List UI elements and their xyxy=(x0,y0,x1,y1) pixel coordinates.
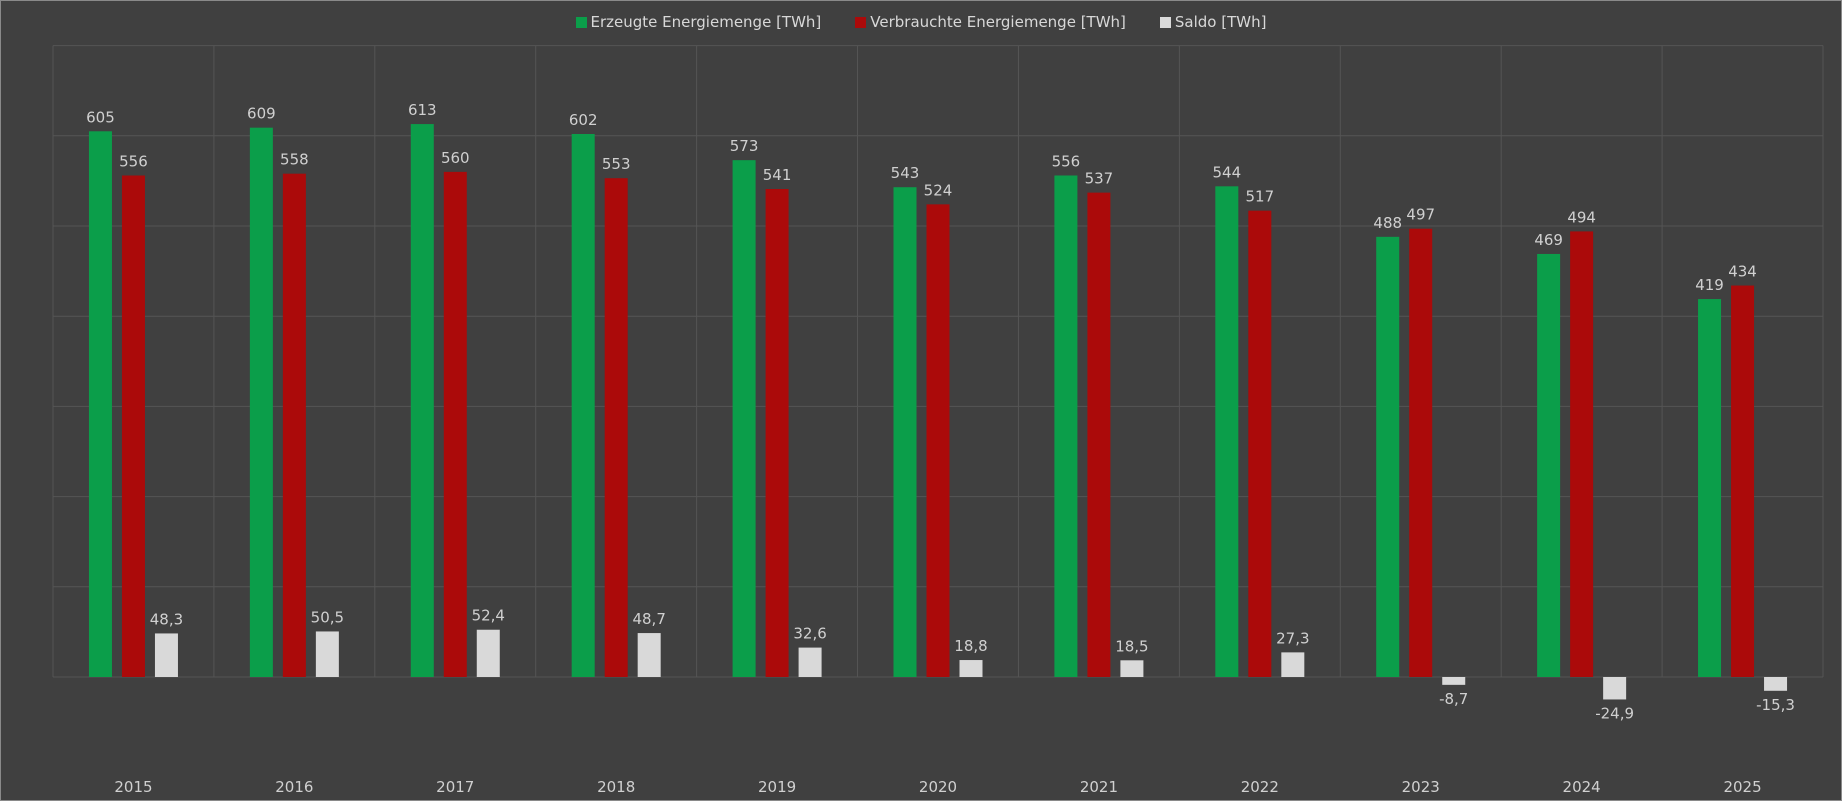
data-label: 52,4 xyxy=(472,607,505,625)
bar-verbraucht xyxy=(1409,228,1433,677)
x-tick-label: 2021 xyxy=(1080,778,1118,796)
data-label: 602 xyxy=(569,111,598,129)
data-label: -15,3 xyxy=(1756,696,1795,714)
data-label: 419 xyxy=(1695,276,1724,294)
data-label: -8,7 xyxy=(1439,690,1468,708)
bar-erzeugt xyxy=(88,131,112,678)
data-label: 18,5 xyxy=(1115,637,1148,655)
x-tick-label: 2022 xyxy=(1241,778,1279,796)
bar-erzeugt xyxy=(1054,175,1078,677)
data-label: 434 xyxy=(1728,263,1757,281)
bar-verbraucht xyxy=(1731,285,1755,677)
data-label: 553 xyxy=(602,155,631,173)
bar-saldo xyxy=(959,660,983,677)
data-label: -24,9 xyxy=(1595,704,1634,722)
data-label: 558 xyxy=(280,151,309,169)
bar-saldo xyxy=(315,631,339,677)
data-label: 544 xyxy=(1212,163,1241,181)
x-tick-label: 2016 xyxy=(275,778,313,796)
x-tick-label: 2020 xyxy=(919,778,957,796)
bar-saldo xyxy=(1281,652,1305,677)
bar-saldo xyxy=(476,629,500,677)
data-label: 524 xyxy=(924,181,953,199)
data-label: 488 xyxy=(1373,214,1402,232)
x-tick-label: 2025 xyxy=(1723,778,1761,796)
data-label: 32,6 xyxy=(793,625,826,643)
data-label: 556 xyxy=(119,152,148,170)
x-tick-label: 2015 xyxy=(114,778,152,796)
bar-erzeugt xyxy=(249,127,273,677)
bar-verbraucht xyxy=(765,189,789,677)
data-label: 497 xyxy=(1406,206,1435,224)
bar-verbraucht xyxy=(1570,231,1594,678)
bar-saldo xyxy=(154,633,178,677)
legend-label: Erzeugte Energiemenge [TWh] xyxy=(590,13,822,31)
data-label: 494 xyxy=(1567,208,1596,226)
bar-erzeugt xyxy=(732,160,756,678)
data-label: 613 xyxy=(408,101,437,119)
legend-label: Saldo [TWh] xyxy=(1174,13,1267,31)
data-label: 50,5 xyxy=(311,608,344,626)
data-label: 537 xyxy=(1085,170,1114,188)
bar-verbraucht xyxy=(1087,192,1111,677)
x-tick-label: 2018 xyxy=(597,778,635,796)
legend-swatch xyxy=(855,16,867,28)
bar-verbraucht xyxy=(282,173,306,677)
legend-item: Verbrauchte Energiemenge [TWh] xyxy=(855,13,1126,31)
data-label: 48,3 xyxy=(150,610,183,628)
bar-verbraucht xyxy=(121,175,145,677)
data-label: 560 xyxy=(441,149,470,167)
bar-verbraucht xyxy=(604,178,628,677)
legend-swatch xyxy=(1159,16,1171,28)
data-label: 27,3 xyxy=(1276,629,1309,647)
bar-saldo xyxy=(798,647,822,677)
x-tick-label: 2019 xyxy=(758,778,796,796)
data-label: 517 xyxy=(1245,188,1274,206)
bar-saldo xyxy=(1764,677,1788,691)
data-label: 469 xyxy=(1534,231,1563,249)
bar-verbraucht xyxy=(926,204,950,678)
bar-erzeugt xyxy=(1537,253,1561,677)
data-label: 48,7 xyxy=(632,610,665,628)
data-label: 573 xyxy=(730,137,759,155)
data-label: 605 xyxy=(86,108,115,126)
data-label: 18,8 xyxy=(954,637,987,655)
data-label: 543 xyxy=(891,164,920,182)
bar-erzeugt xyxy=(893,187,917,678)
data-label: 541 xyxy=(763,166,792,184)
x-tick-label: 2024 xyxy=(1563,778,1601,796)
bar-verbraucht xyxy=(443,171,467,677)
bar-saldo xyxy=(637,633,661,677)
bar-saldo xyxy=(1603,677,1627,700)
bar-saldo xyxy=(1442,677,1466,685)
bar-erzeugt xyxy=(571,133,595,678)
bar-erzeugt xyxy=(1698,299,1722,677)
bar-erzeugt xyxy=(410,124,434,678)
data-label: 609 xyxy=(247,105,276,123)
legend-item: Saldo [TWh] xyxy=(1159,13,1267,31)
bar-verbraucht xyxy=(1248,210,1272,677)
bar-saldo xyxy=(1120,660,1144,677)
legend-item: Erzeugte Energiemenge [TWh] xyxy=(575,13,822,31)
x-tick-label: 2017 xyxy=(436,778,474,796)
bar-erzeugt xyxy=(1215,186,1239,677)
legend-swatch xyxy=(575,16,587,28)
bar-erzeugt xyxy=(1376,236,1400,677)
chart-legend: Erzeugte Energiemenge [TWh] Verbrauchte E… xyxy=(0,13,1842,31)
legend-label: Verbrauchte Energiemenge [TWh] xyxy=(870,13,1126,31)
x-tick-label: 2023 xyxy=(1402,778,1440,796)
data-label: 556 xyxy=(1052,152,1081,170)
